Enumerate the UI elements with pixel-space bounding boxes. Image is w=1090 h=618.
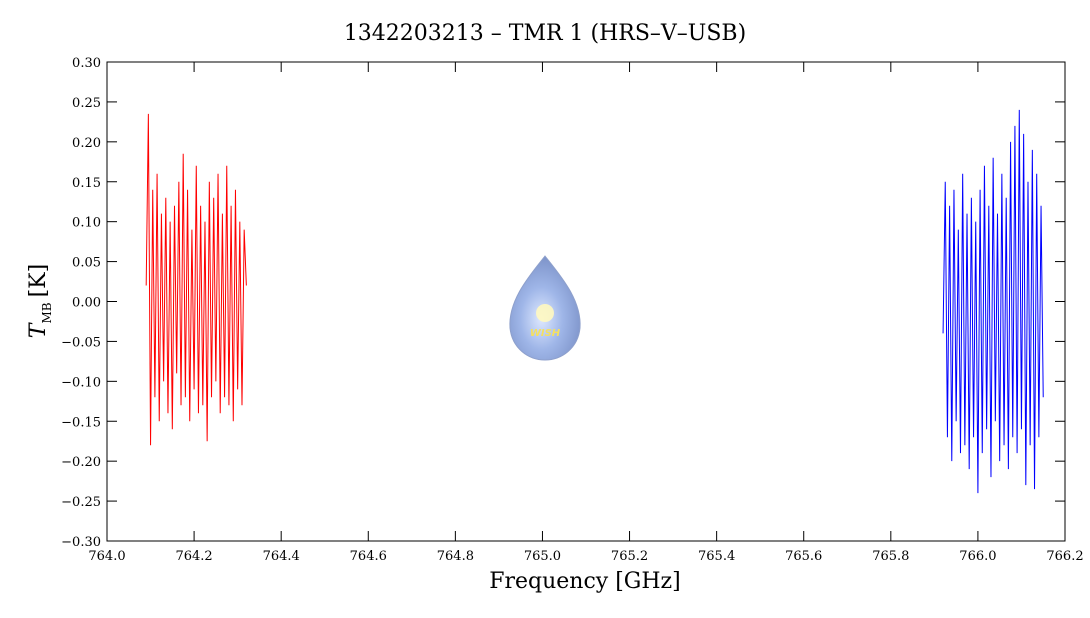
logo-text: WISH <box>530 328 561 339</box>
y-tick-label: −0.25 <box>61 495 101 510</box>
x-tick-label: 765.4 <box>698 549 735 564</box>
y-label-sub: MB <box>40 302 54 323</box>
x-tick-label: 766.0 <box>959 549 996 564</box>
x-tick-label: 766.2 <box>1046 549 1083 564</box>
x-tick-label: 764.2 <box>175 549 212 564</box>
spectrum-line <box>145 113 247 446</box>
x-axis-label: Frequency [GHz] <box>489 569 681 594</box>
x-tick-label: 764.0 <box>88 549 125 564</box>
x-tick-label: 764.4 <box>263 549 300 564</box>
y-tick-label: 0.05 <box>72 256 101 271</box>
y-tick-label: 0.00 <box>72 296 101 311</box>
wish-logo: WISH <box>509 255 581 361</box>
spectrum-line <box>942 109 1044 494</box>
y-axis-label: TMB [K] <box>26 264 54 338</box>
logo-star <box>536 304 554 322</box>
y-tick-label: −0.15 <box>61 415 101 430</box>
y-tick-label: −0.05 <box>61 335 101 350</box>
plot-frame <box>106 61 1066 542</box>
y-tick-label: 0.25 <box>72 96 101 111</box>
y-label-unit: [K] <box>26 264 51 298</box>
y-label-symbol: T <box>26 321 51 338</box>
x-tick-label: 764.8 <box>437 549 474 564</box>
y-tick-label: 0.20 <box>72 136 101 151</box>
y-tick-label: −0.30 <box>61 535 101 550</box>
x-tick-label: 765.6 <box>785 549 822 564</box>
chart-title: 1342203213 – TMR 1 (HRS–V–USB) <box>344 21 746 46</box>
x-tick-label: 765.8 <box>872 549 909 564</box>
y-tick-label: 0.10 <box>72 216 101 231</box>
x-tick-label: 764.6 <box>350 549 387 564</box>
x-tick-label: 765.2 <box>611 549 648 564</box>
y-tick-label: 0.30 <box>72 56 101 71</box>
y-tick-label: 0.15 <box>72 176 101 191</box>
x-tick-label: 765.0 <box>524 549 561 564</box>
y-tick-label: −0.10 <box>61 375 101 390</box>
y-tick-label: −0.20 <box>61 455 101 470</box>
